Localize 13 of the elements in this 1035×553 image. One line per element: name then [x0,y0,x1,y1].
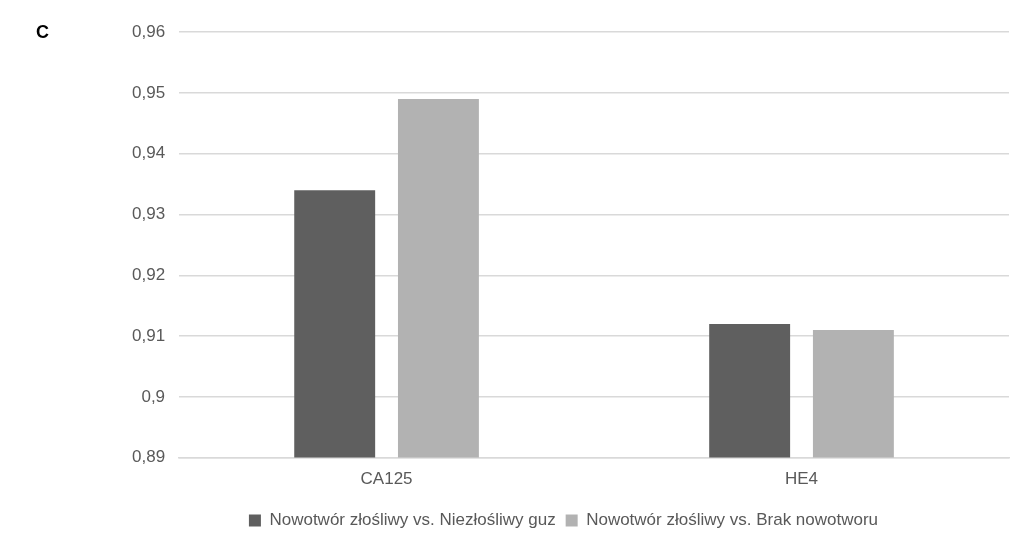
y-tick-label: 0,89 [131,447,166,467]
y-tick-label: 0,9 [141,386,166,406]
x-tick-label: CA125 [360,469,413,489]
y-tick-label: 0,94 [131,143,166,163]
text: C [36,21,49,42]
y-tick-label: 0,93 [131,204,166,224]
y-tick-label: 0,91 [131,325,166,345]
y-tick-label: 0,92 [131,264,166,284]
legend-label: Nowotwór złośliwy vs. Niezłośliwy guz [269,510,556,530]
y-tick-label: 0,95 [131,82,166,102]
y-tick-label: 0,96 [131,21,166,41]
x-tick-label: HE4 [784,469,819,489]
legend-label: Nowotwór złośliwy vs. Brak nowotworu [586,510,879,530]
